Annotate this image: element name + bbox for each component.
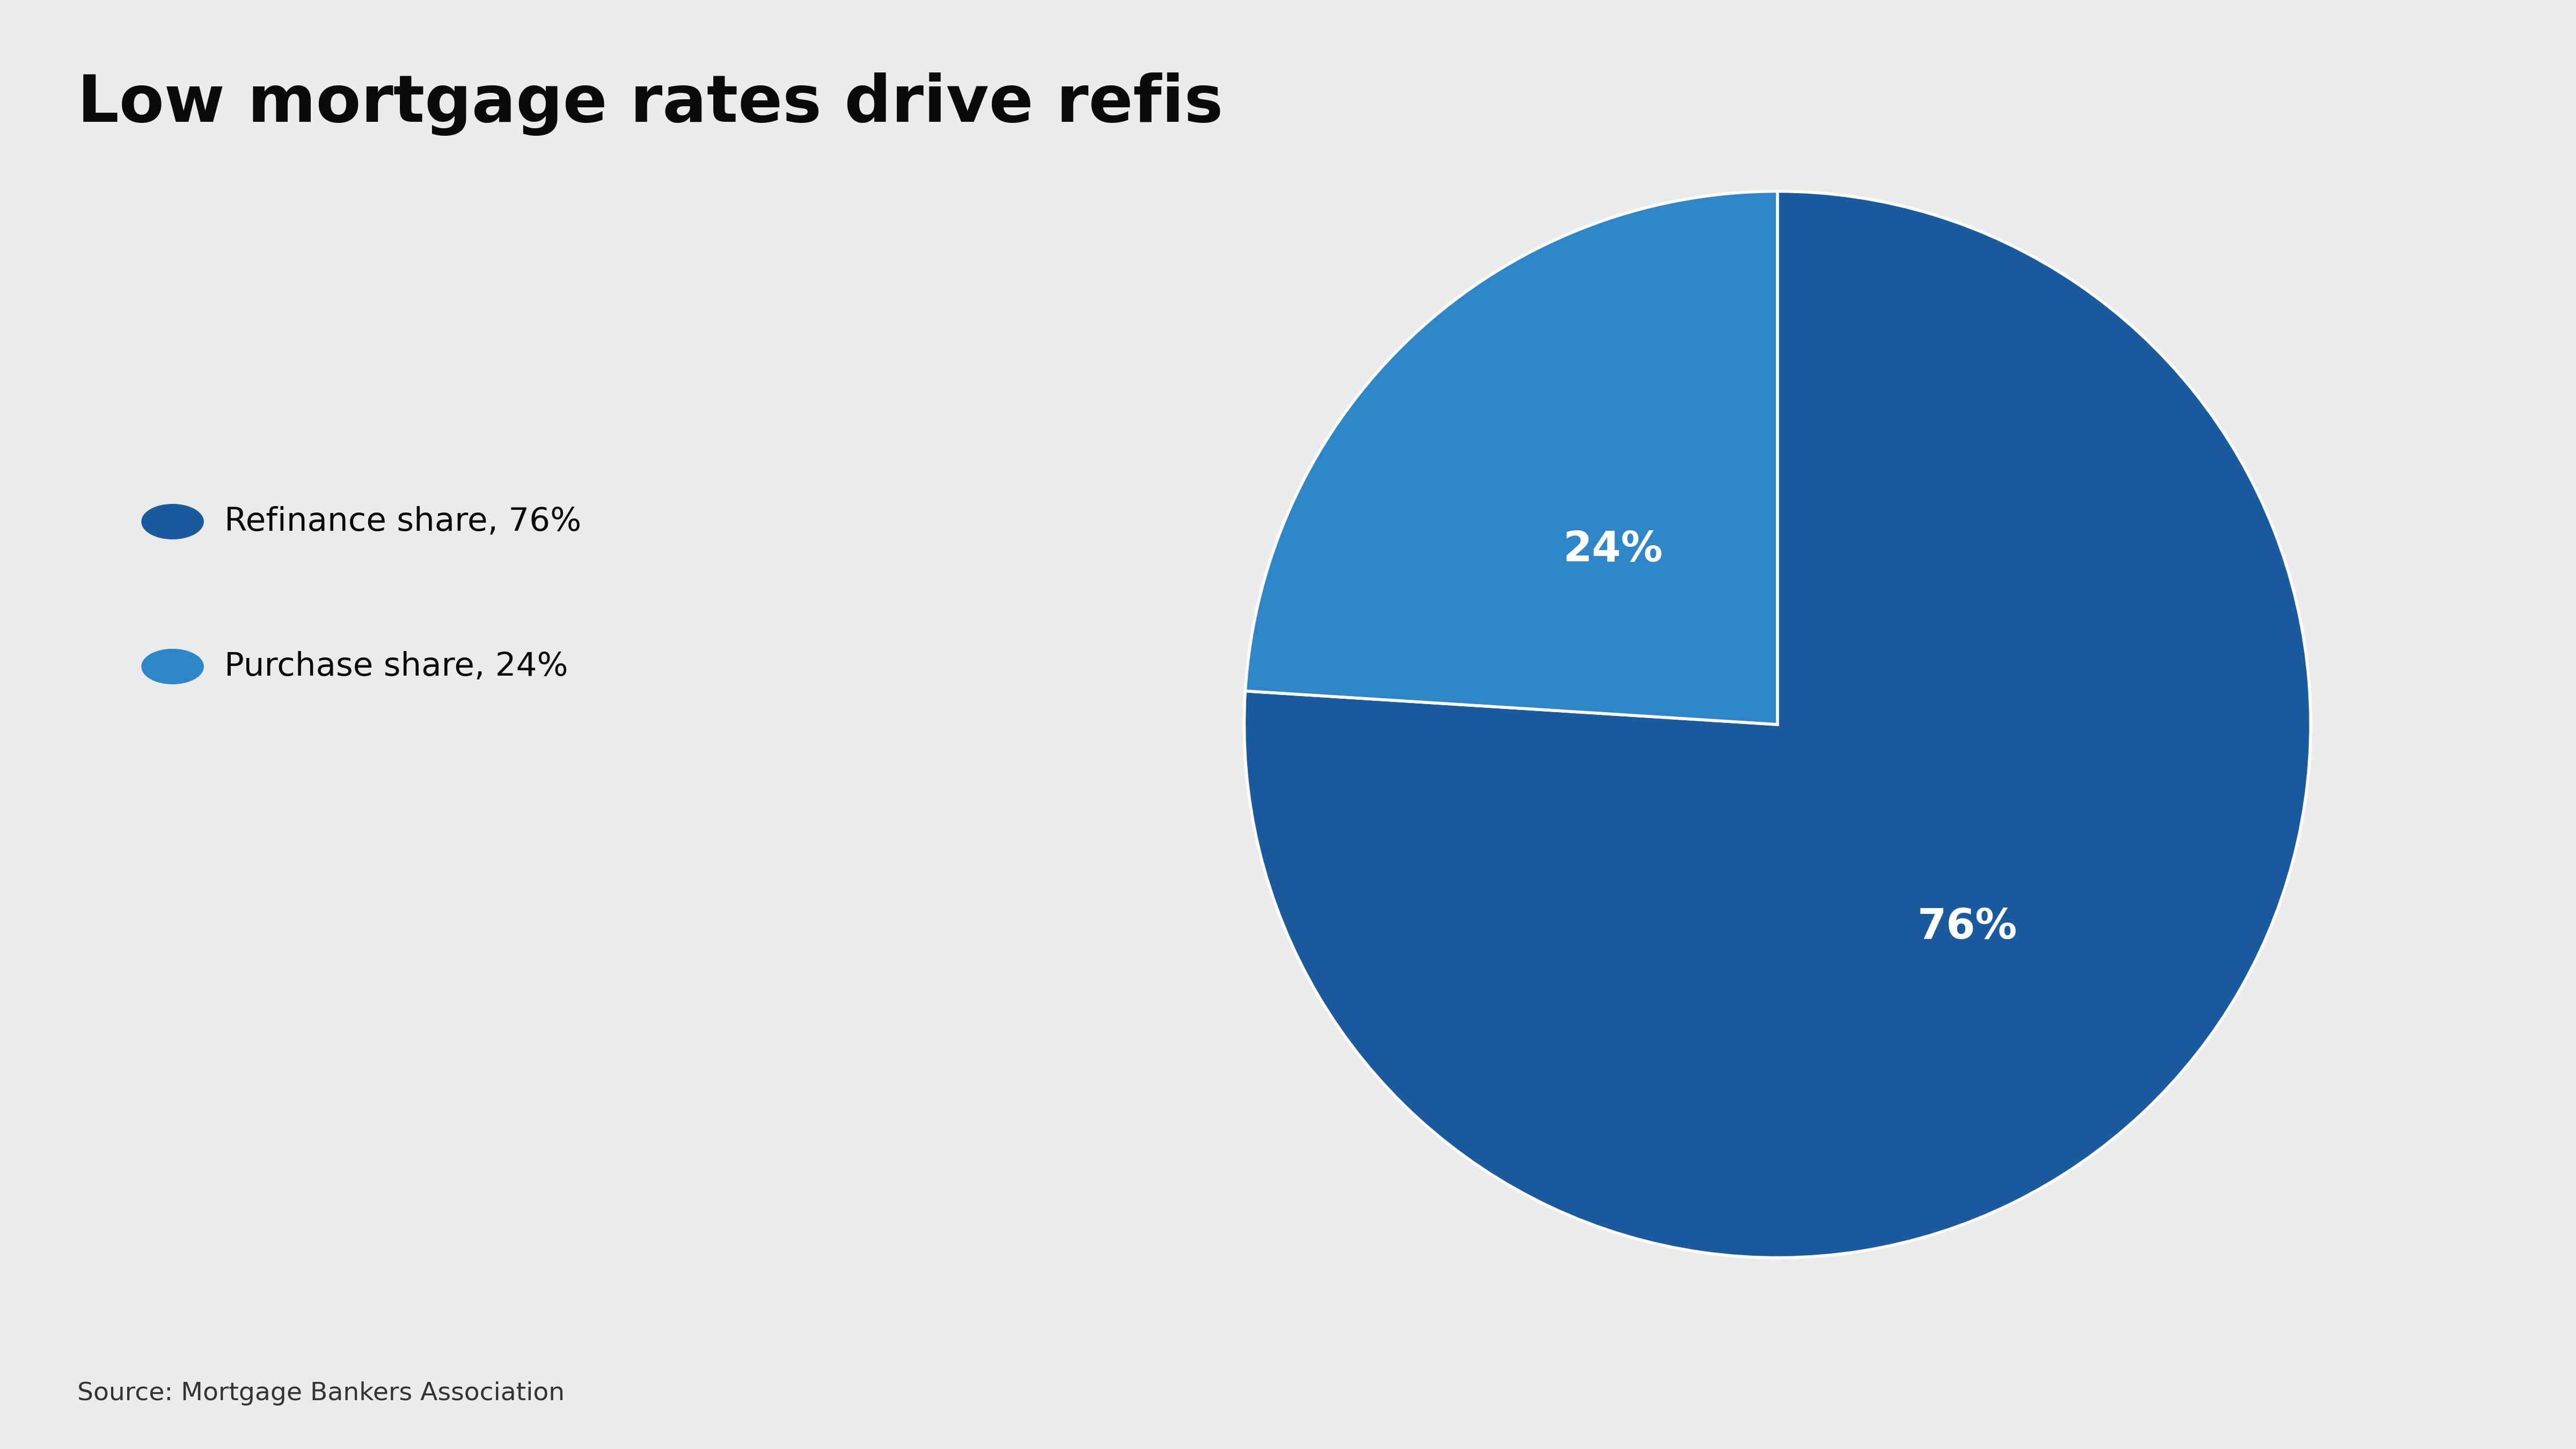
Text: Source: Mortgage Bankers Association: Source: Mortgage Bankers Association (77, 1381, 564, 1406)
Text: 24%: 24% (1564, 529, 1664, 569)
Text: Low mortgage rates drive refis: Low mortgage rates drive refis (77, 72, 1224, 136)
Wedge shape (1244, 191, 1777, 724)
Text: 76%: 76% (1917, 906, 2017, 948)
Wedge shape (1244, 191, 2311, 1258)
Text: Refinance share, 76%: Refinance share, 76% (224, 506, 582, 538)
Text: Purchase share, 24%: Purchase share, 24% (224, 651, 567, 682)
